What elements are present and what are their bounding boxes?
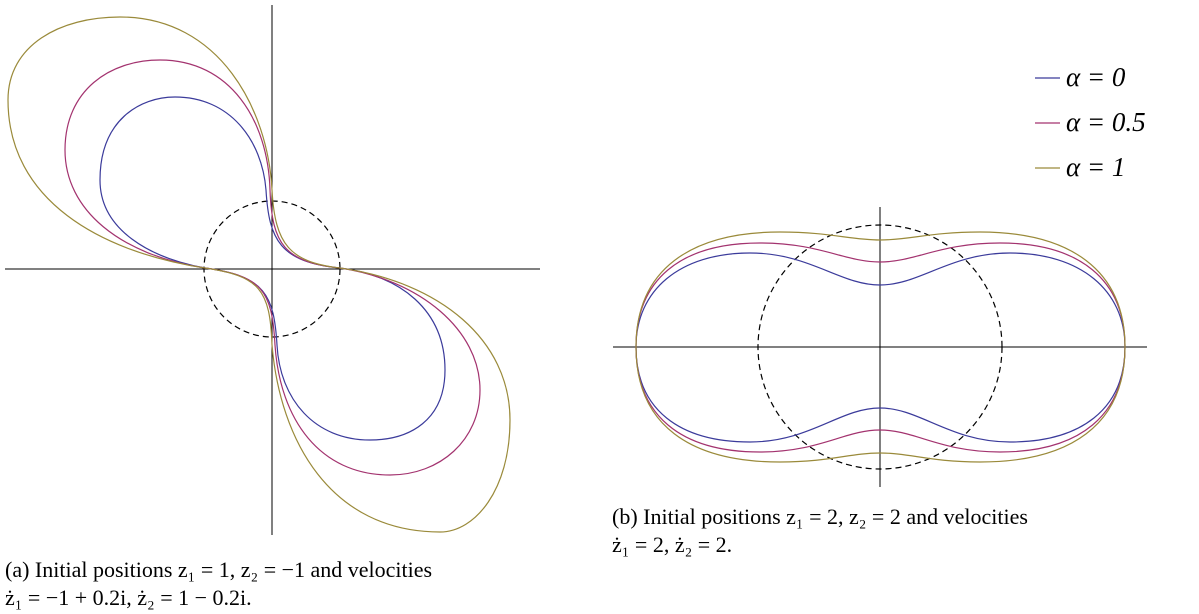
caption: (b) Initial positions z₁ = 2, z₂ = 2 and…: [612, 504, 1028, 529]
legend-label: α = 0: [1066, 62, 1126, 92]
trajectory: [7, 16, 511, 533]
unit-circle: [757, 224, 1003, 470]
caption: ż₁ = −1 + 0.2i, ż₂ = 1 − 0.2i.: [5, 585, 252, 610]
trajectory: [635, 231, 1126, 463]
caption: ż₁ = 2, ż₂ = 2.: [612, 532, 732, 557]
legend-label: α = 1: [1066, 152, 1125, 182]
caption: (a) Initial positions z₁ = 1, z₂ = −1 an…: [5, 557, 432, 582]
legend-label: α = 0.5: [1066, 107, 1146, 137]
unit-circle: [203, 200, 341, 338]
